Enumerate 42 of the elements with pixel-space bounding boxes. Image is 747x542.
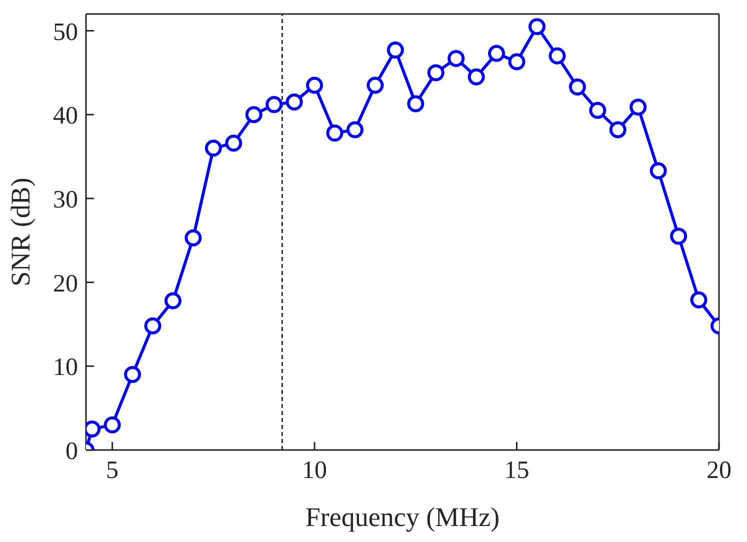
- point: [488, 44, 506, 62]
- y-tick-label: 0: [66, 438, 78, 465]
- y-tick-label: 30: [53, 186, 78, 214]
- x-axis-title: Frequency (MHz): [305, 502, 500, 532]
- x-tick-label: 20: [706, 457, 732, 484]
- point: [286, 94, 303, 111]
- point: [508, 53, 526, 70]
- x-tick-label: 10: [302, 457, 328, 484]
- point: [245, 106, 262, 124]
- point: [366, 76, 384, 94]
- point: [386, 42, 404, 59]
- point: [528, 18, 546, 36]
- point: [104, 416, 121, 434]
- point: [609, 121, 626, 138]
- point: [225, 134, 242, 152]
- point: [164, 292, 182, 310]
- point: [448, 50, 465, 67]
- y-tick-label: 10: [53, 354, 78, 382]
- point: [468, 68, 485, 86]
- point: [548, 47, 566, 64]
- point: [650, 162, 667, 180]
- point: [589, 102, 606, 119]
- y-tick-label: 50: [53, 18, 78, 46]
- point: [630, 98, 647, 116]
- y-tick-label: 20: [53, 270, 78, 298]
- point: [184, 229, 202, 246]
- point: [144, 317, 162, 334]
- point: [690, 291, 708, 308]
- y-axis-title: SNR (dB): [6, 178, 36, 286]
- point: [204, 140, 222, 157]
- point: [427, 64, 444, 82]
- point: [124, 366, 142, 384]
- point: [568, 78, 586, 96]
- point: [306, 76, 324, 94]
- x-tick-label: 5: [106, 457, 119, 484]
- point: [407, 95, 424, 112]
- point: [326, 124, 344, 142]
- point: [346, 121, 364, 138]
- y-tick-label: 40: [53, 102, 78, 130]
- x-tick-label: 15: [504, 457, 530, 484]
- point: [670, 228, 688, 245]
- point: [266, 96, 283, 114]
